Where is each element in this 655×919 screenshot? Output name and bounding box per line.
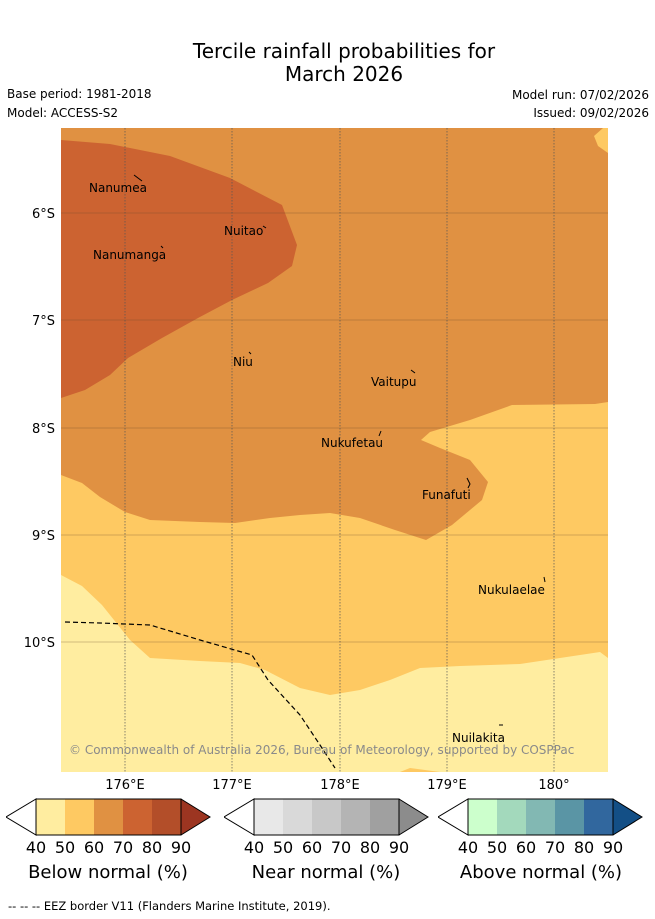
cbar-below-seg-1 (65, 799, 94, 835)
lat-label-6s: 6°S (32, 207, 55, 222)
cbar-near-tick-80: 80 (359, 838, 381, 857)
copyright-text: © Commonwealth of Australia 2026, Bureau… (69, 743, 574, 757)
cbar-below-seg-0 (36, 799, 65, 835)
lon-label-179e: 179°E (427, 778, 467, 793)
eez-footnote: -- -- -- EEZ border V11 (Flanders Marine… (8, 899, 331, 913)
label-nanumea: Nanumea (89, 181, 147, 195)
island-niu (248, 351, 252, 355)
label-niu: Niu (233, 355, 253, 369)
label-nuitao: Nuitao (224, 224, 263, 238)
cbar-above-tick-60: 60 (515, 838, 537, 857)
cbar-below-tick-50: 50 (54, 838, 76, 857)
base-period: Base period: 1981-2018 (7, 87, 152, 101)
cbar-near-seg-2 (312, 799, 341, 835)
cbar-below-tick-60: 60 (83, 838, 105, 857)
cbar-above-tick-70: 70 (544, 838, 566, 857)
cbar-near-tick-90: 90 (388, 838, 410, 857)
cbar-near-seg-0 (254, 799, 283, 835)
cbar-below-tick-70: 70 (112, 838, 134, 857)
label-vaitupu: Vaitupu (371, 375, 417, 389)
cbar-above-seg-4 (584, 799, 613, 835)
cbar-above-max-arrow (613, 799, 642, 835)
island-nukulaelae (543, 576, 546, 583)
cbar-above-seg-1 (497, 799, 526, 835)
model-run: Model run: 07/02/2026 (511, 88, 649, 102)
cbar-near-outline (253, 798, 400, 836)
map-title: Tercile rainfall probabilities for March… (0, 40, 655, 86)
cbar-near-seg-3 (341, 799, 370, 835)
lon-label-178e: 178°E (320, 778, 360, 793)
cbar-below-tick-40: 40 (25, 838, 47, 857)
island-nanumea (133, 174, 143, 182)
cbar-near-seg-4 (370, 799, 399, 835)
cbar-above-outline (467, 798, 614, 836)
label-nuilakita: Nuilakita (452, 731, 505, 745)
cbar-near-tick-40: 40 (243, 838, 265, 857)
lat-label-7s: 7°S (32, 314, 55, 329)
eez-border (64, 621, 336, 769)
rainfall-map: Nanumea Nuitao Nanumanga Niu Vaitupu Nuk… (24, 128, 608, 772)
lat-label-9s: 9°S (32, 529, 55, 544)
cbar-near-tick-50: 50 (272, 838, 294, 857)
cbar-above-seg-3 (555, 799, 584, 835)
cbar-above-seg-2 (526, 799, 555, 835)
cbar-above-tick-80: 80 (573, 838, 595, 857)
cbar-below-tick-90: 90 (170, 838, 192, 857)
colorbar-above-normal (438, 798, 643, 836)
cbar-below-outline (35, 798, 182, 836)
label-nukufetau: Nukufetau (321, 436, 383, 450)
lat-label-8s: 8°S (32, 422, 55, 437)
cbar-near-seg-1 (283, 799, 312, 835)
island-nukufetau (378, 430, 382, 437)
cbar-near-tick-70: 70 (330, 838, 352, 857)
zone-below-60-70 (61, 140, 297, 398)
lat-label-10s: 10°S (24, 636, 55, 651)
cbar-below-max-arrow (181, 799, 210, 835)
legend-below-label: Below normal (%) (28, 862, 188, 883)
colorbar-below-normal (6, 798, 211, 836)
cbar-below-seg-3 (123, 799, 152, 835)
model-name: Model: ACCESS-S2 (7, 106, 119, 120)
cbar-above-seg-0 (468, 799, 497, 835)
island-nanumanga (160, 245, 164, 249)
title-line-2: March 2026 (284, 62, 404, 86)
cbar-above-tick-50: 50 (486, 838, 508, 857)
latitude-lines (61, 212, 608, 643)
zone-below-30-40 (61, 575, 608, 772)
title-line-1: Tercile rainfall probabilities for (192, 39, 496, 63)
issued-date: Issued: 09/02/2026 (533, 106, 649, 120)
cbar-above-tick-90: 90 (602, 838, 624, 857)
island-vaitupu (410, 369, 416, 374)
zone-below-40-50-ne (594, 128, 608, 153)
cbar-near-tick-60: 60 (301, 838, 323, 857)
lon-label-176e: 176°E (105, 778, 145, 793)
cbar-near-max-outline (398, 798, 429, 836)
island-nuitao (262, 225, 267, 229)
cbar-near-min-arrow (224, 798, 255, 836)
lon-label-177e: 177°E (212, 778, 252, 793)
label-nanumanga: Nanumanga (93, 248, 166, 262)
cbar-below-seg-2 (94, 799, 123, 835)
cbar-near-max-arrow (399, 799, 428, 835)
cbar-above-max-outline (612, 798, 643, 836)
cbar-above-min-arrow (438, 798, 469, 836)
cbar-below-min-arrow (6, 798, 37, 836)
legend-near-label: Near normal (%) (251, 862, 401, 883)
cbar-below-tick-80: 80 (141, 838, 163, 857)
graticule (124, 128, 555, 772)
cbar-above-tick-40: 40 (457, 838, 479, 857)
lon-label-180: 180° (538, 778, 570, 793)
cbar-below-seg-4 (152, 799, 181, 835)
cbar-below-max-outline (180, 798, 211, 836)
islands (133, 174, 546, 726)
legend-above-label: Above normal (%) (459, 862, 623, 883)
colorbar-near-normal (224, 798, 429, 836)
label-funafuti: Funafuti (422, 488, 471, 502)
island-funafuti (466, 477, 471, 489)
label-nukulaelae: Nukulaelae (478, 583, 545, 597)
